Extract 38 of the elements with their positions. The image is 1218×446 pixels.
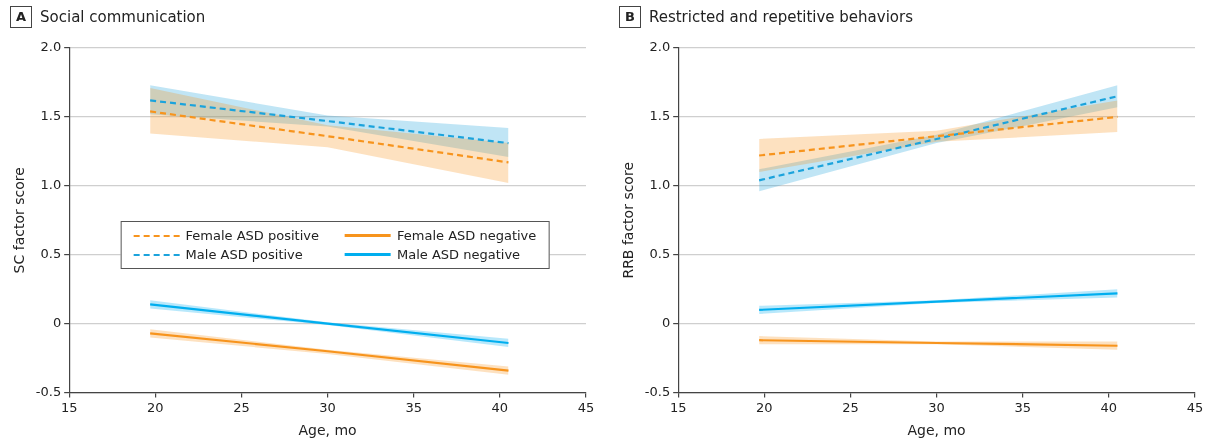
y-tick-label: 2.0 (40, 39, 62, 55)
x-tick-label: 40 (1100, 399, 1118, 415)
y-tick-label: 0.5 (649, 246, 671, 262)
x-tick-label: 20 (147, 399, 164, 415)
x-tick-label: 45 (1186, 399, 1204, 415)
x-axis-title: Age, mo (907, 422, 966, 439)
y-axis-title: RRB factor score (620, 162, 637, 279)
x-tick-label: 30 (928, 399, 945, 415)
x-tick-label: 35 (1014, 399, 1031, 415)
x-tick-label: 15 (60, 399, 78, 415)
y-tick-label: -0.5 (644, 383, 671, 399)
x-tick-label: 25 (842, 399, 859, 415)
y-axis-title: SC factor score (11, 167, 28, 274)
chart-title: Restricted and repetitive behaviors (648, 8, 914, 26)
x-axis-title: Age, mo (298, 422, 357, 439)
x-tick-label: 35 (405, 399, 422, 415)
text: A (10, 6, 33, 28)
x-tick-label: 25 (233, 399, 250, 415)
x-tick-label: 30 (319, 399, 336, 415)
y-tick-label: 1.0 (649, 177, 671, 193)
legend-label: Female ASD negative (397, 228, 537, 244)
x-tick-label: 45 (577, 399, 595, 415)
legend-label: Male ASD negative (397, 247, 521, 263)
chart-title: Social communication (40, 8, 206, 26)
y-tick-label: 1.0 (40, 177, 62, 193)
y-tick-label: 1.5 (649, 108, 671, 124)
legend-label: Female ASD positive (185, 228, 320, 244)
text: B (619, 6, 641, 28)
x-tick-label: 40 (491, 399, 509, 415)
legend-label: Male ASD positive (185, 247, 303, 263)
x-tick-label: 15 (669, 399, 687, 415)
y-tick-label: 0 (52, 315, 62, 331)
y-tick-label: 2.0 (649, 39, 671, 55)
y-tick-label: -0.5 (35, 383, 62, 399)
x-tick-label: 20 (756, 399, 773, 415)
y-tick-label: 1.5 (40, 108, 62, 124)
y-tick-label: 0 (661, 315, 671, 331)
y-tick-label: 0.5 (40, 246, 62, 262)
